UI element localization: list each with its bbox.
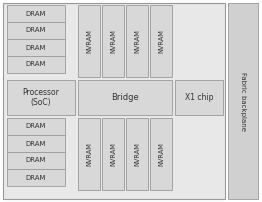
- Bar: [78, 5, 100, 77]
- Bar: [7, 56, 65, 73]
- Bar: [126, 5, 148, 77]
- Bar: [7, 80, 75, 115]
- Text: DRAM: DRAM: [26, 158, 46, 163]
- Text: DRAM: DRAM: [26, 44, 46, 50]
- Bar: [7, 5, 65, 22]
- Text: NVRAM: NVRAM: [158, 142, 164, 166]
- Text: DRAM: DRAM: [26, 61, 46, 67]
- Text: NVRAM: NVRAM: [86, 29, 92, 53]
- Bar: [7, 118, 65, 135]
- Bar: [102, 118, 124, 190]
- Bar: [78, 80, 172, 115]
- Text: DRAM: DRAM: [26, 123, 46, 129]
- Bar: [7, 22, 65, 39]
- Bar: [102, 5, 124, 77]
- Bar: [150, 118, 172, 190]
- Text: NVRAM: NVRAM: [158, 29, 164, 53]
- Bar: [150, 5, 172, 77]
- Text: NVRAM: NVRAM: [110, 142, 116, 166]
- Bar: [78, 118, 100, 190]
- Text: NVRAM: NVRAM: [86, 142, 92, 166]
- Bar: [7, 135, 65, 152]
- Text: X1 chip: X1 chip: [185, 93, 213, 102]
- Text: NVRAM: NVRAM: [134, 29, 140, 53]
- Text: Fabric backplane: Fabric backplane: [240, 72, 246, 130]
- Text: DRAM: DRAM: [26, 175, 46, 181]
- Bar: [7, 39, 65, 56]
- Bar: [126, 118, 148, 190]
- Text: Bridge: Bridge: [111, 93, 139, 102]
- Bar: [7, 169, 65, 186]
- Bar: [228, 3, 258, 199]
- Text: DRAM: DRAM: [26, 11, 46, 17]
- Bar: [3, 3, 225, 199]
- Text: DRAM: DRAM: [26, 141, 46, 146]
- Bar: [7, 152, 65, 169]
- Text: NVRAM: NVRAM: [110, 29, 116, 53]
- Bar: [175, 80, 223, 115]
- Text: DRAM: DRAM: [26, 27, 46, 34]
- Text: NVRAM: NVRAM: [134, 142, 140, 166]
- Text: Processor
(SoC): Processor (SoC): [23, 88, 59, 107]
